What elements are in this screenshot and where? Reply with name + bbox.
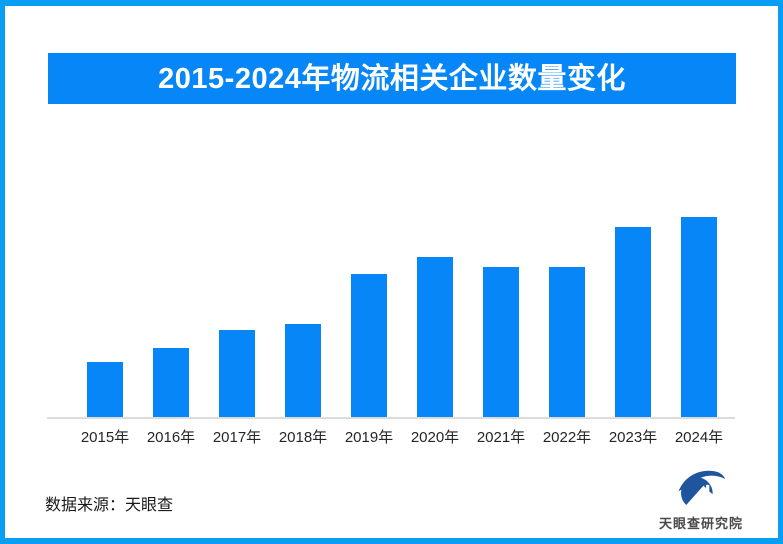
bar-2015年 <box>87 362 123 419</box>
x-axis-label: 2024年 <box>674 429 724 446</box>
bar-column: 2016年 <box>138 150 204 448</box>
x-axis-label: 2016年 <box>146 429 196 446</box>
bar-column: 2024年 <box>666 150 732 448</box>
bar-column: 2017年 <box>204 150 270 448</box>
x-axis-label: 2020年 <box>410 429 460 446</box>
bar-column: 2023年 <box>600 150 666 448</box>
logo-text: 天眼查研究院 <box>658 516 743 531</box>
x-axis-label: 2017年 <box>212 429 262 446</box>
bar-2016年 <box>153 348 189 419</box>
tianyancha-logo: 天眼查研究院 <box>651 467 751 532</box>
data-source-note: 数据来源：天眼查 <box>45 497 174 514</box>
x-axis-label: 2018年 <box>278 429 328 446</box>
bar-2018年 <box>285 324 321 419</box>
bar-column: 2022年 <box>534 150 600 448</box>
x-axis-label: 2015年 <box>80 429 130 446</box>
bar-column: 2015年 <box>72 150 138 448</box>
x-axis-label: 2021年 <box>476 429 526 446</box>
x-axis-label: 2023年 <box>608 429 658 446</box>
x-axis-line <box>47 417 735 419</box>
bar-column: 2021年 <box>468 150 534 448</box>
bar-2020年 <box>417 257 453 419</box>
bar-column: 2018年 <box>270 150 336 448</box>
bar-chart: 2015年 2016年 2017年 2018年 2019年 2020年 2021年 2022年… <box>47 150 735 448</box>
bar-column: 2020年 <box>402 150 468 448</box>
bar-2021年 <box>483 267 519 419</box>
bar-column: 2019年 <box>336 150 402 448</box>
chart-title-banner: 2015-2024年物流相关企业数量变化 <box>48 53 736 104</box>
tianyancha-eye-icon <box>678 470 726 509</box>
bars-area: 2015年 2016年 2017年 2018年 2019年 2020年 2021年 2022年… <box>72 150 732 448</box>
bar-2023年 <box>615 227 651 419</box>
bar-2024年 <box>681 217 717 419</box>
bar-2022年 <box>549 267 585 419</box>
bar-2019年 <box>351 274 387 419</box>
bar-2017年 <box>219 330 255 419</box>
chart-title: 2015-2024年物流相关企业数量变化 <box>158 63 626 95</box>
x-axis-label: 2019年 <box>344 429 394 446</box>
x-axis-label: 2022年 <box>542 429 592 446</box>
